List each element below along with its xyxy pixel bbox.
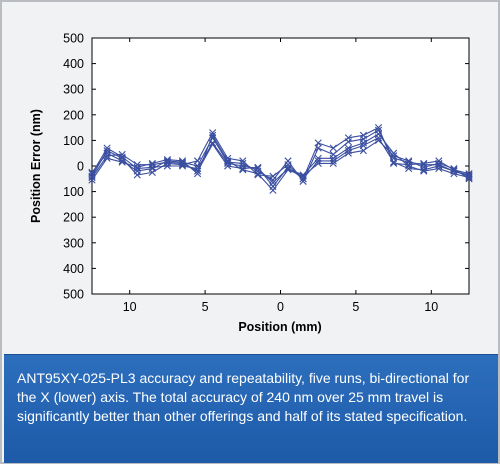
data-point-run-4 bbox=[224, 162, 232, 170]
data-point-run-1 bbox=[374, 124, 383, 132]
y-tick-label: 400 bbox=[63, 262, 84, 276]
y-tick-label: 100 bbox=[63, 185, 84, 199]
data-point-run-4 bbox=[390, 158, 398, 166]
data-point-run-5 bbox=[88, 176, 96, 184]
data-point-run-2 bbox=[314, 144, 322, 152]
y-tick-label: 300 bbox=[63, 83, 84, 97]
data-point-run-4 bbox=[88, 173, 96, 182]
x-tick-label: 10 bbox=[123, 300, 137, 314]
series-group bbox=[88, 124, 473, 194]
data-point-run-3 bbox=[359, 139, 368, 147]
y-tick-label: 500 bbox=[63, 288, 84, 302]
data-point-run-5 bbox=[133, 163, 141, 171]
x-tick-label: 5 bbox=[202, 300, 209, 314]
data-point-run-5 bbox=[239, 166, 247, 174]
data-point-run-5 bbox=[254, 170, 262, 178]
data-point-run-4 bbox=[284, 163, 292, 171]
y-tick-label: 300 bbox=[63, 236, 84, 250]
tick-group: 500 400 300 200 100 0 100 200 300 400 500 10 5 0 5 10 bbox=[63, 32, 469, 314]
data-point-run-1 bbox=[390, 159, 398, 168]
x-tick-label: 0 bbox=[277, 300, 284, 314]
y-tick-label: 400 bbox=[63, 57, 84, 71]
data-point-run-5 bbox=[224, 157, 232, 165]
data-point-run-5 bbox=[374, 136, 383, 144]
data-point-run-5 bbox=[359, 147, 368, 155]
series-line-run-4 bbox=[91, 137, 470, 188]
data-point-run-5 bbox=[118, 158, 126, 166]
caption-panel: ANT95XY-025-PL3 accuracy and repeatabili… bbox=[4, 354, 498, 463]
data-point-run-5 bbox=[103, 154, 111, 162]
data-point-run-4 bbox=[374, 134, 383, 142]
data-point-run-5 bbox=[284, 166, 292, 174]
data-point-run-2 bbox=[269, 176, 277, 184]
data-point-run-4 bbox=[405, 164, 413, 173]
data-point-run-5 bbox=[299, 172, 307, 180]
data-point-run-4 bbox=[178, 159, 187, 168]
data-point-run-5 bbox=[344, 149, 352, 157]
data-point-run-1 bbox=[329, 144, 337, 152]
data-point-run-4 bbox=[359, 141, 368, 150]
data-point-run-5 bbox=[314, 159, 322, 168]
data-point-run-5 bbox=[148, 159, 156, 168]
caption-text: ANT95XY-025-PL3 accuracy and repeatabili… bbox=[17, 370, 470, 424]
position-error-chart: 500 400 300 200 100 0 100 200 300 400 500 10 5 0 5 10 P… bbox=[29, 32, 473, 334]
data-point-run-2 bbox=[344, 138, 352, 146]
data-point-run-1 bbox=[209, 129, 217, 137]
data-point-run-5 bbox=[329, 159, 337, 168]
x-axis-label: Position (mm) bbox=[238, 320, 321, 334]
data-point-run-4 bbox=[465, 172, 473, 180]
data-point-run-5 bbox=[390, 152, 398, 160]
plot-area bbox=[91, 37, 470, 295]
data-point-run-2 bbox=[299, 177, 307, 185]
y-tick-label: 0 bbox=[77, 160, 84, 174]
data-point-run-1 bbox=[314, 139, 322, 147]
data-point-run-3 bbox=[390, 149, 398, 157]
data-point-run-5 bbox=[178, 157, 187, 165]
data-point-run-4 bbox=[450, 167, 458, 175]
data-point-run-4 bbox=[420, 166, 428, 174]
data-point-run-5 bbox=[450, 164, 458, 173]
data-point-run-5 bbox=[163, 156, 171, 164]
y-tick-label: 100 bbox=[63, 134, 84, 148]
chart-area: 500 400 300 200 100 0 100 200 300 400 500 10 5 0 5 10 P… bbox=[4, 4, 498, 354]
y-tick-label: 500 bbox=[63, 32, 84, 46]
data-point-run-2 bbox=[284, 157, 292, 165]
y-tick-label: 200 bbox=[63, 211, 84, 225]
data-point-run-5 bbox=[405, 157, 413, 165]
series-line-run-5 bbox=[91, 134, 470, 192]
data-point-run-5 bbox=[209, 131, 217, 139]
data-point-run-3 bbox=[103, 144, 111, 152]
y-axis-label: Position Error (nm) bbox=[29, 109, 43, 223]
x-tick-label: 5 bbox=[352, 300, 359, 314]
data-point-run-5 bbox=[465, 175, 473, 183]
data-point-run-4 bbox=[103, 152, 111, 160]
y-tick-label: 200 bbox=[63, 108, 84, 122]
data-point-run-4 bbox=[299, 175, 307, 183]
x-tick-label: 10 bbox=[424, 300, 438, 314]
data-point-run-5 bbox=[420, 163, 428, 171]
data-point-run-4 bbox=[254, 163, 262, 171]
data-point-run-5 bbox=[435, 159, 443, 168]
data-point-run-5 bbox=[193, 170, 202, 178]
data-point-run-5 bbox=[269, 186, 277, 194]
data-point-run-3 bbox=[224, 159, 232, 168]
data-point-run-4 bbox=[118, 150, 126, 159]
